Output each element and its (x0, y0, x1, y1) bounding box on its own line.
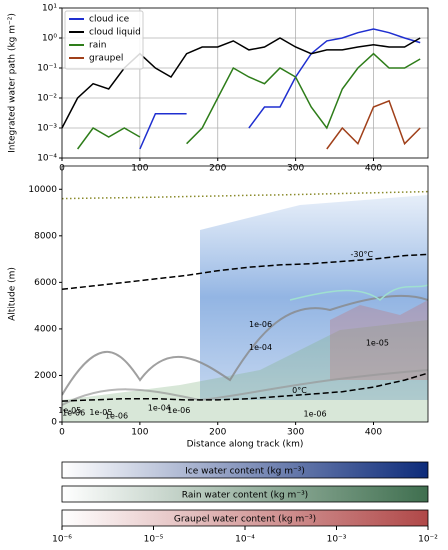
series-line (248, 28, 421, 129)
x-tick-label: 0 (59, 428, 65, 438)
y-axis-label: Altitude (m) (8, 267, 18, 321)
y-tick-label: 6000 (34, 278, 57, 288)
y-axis-label: Integrated water path (kg m⁻²) (8, 13, 18, 153)
annotation: 1e-06 (167, 406, 190, 415)
y-tick-label: 10⁻¹ (37, 64, 57, 74)
series-line (61, 37, 421, 129)
y-tick-label: 10¹ (42, 4, 57, 14)
legend-box (64, 10, 144, 70)
plot-frame (61, 165, 429, 423)
legend-label: rain (89, 41, 106, 51)
y-tick-label: 4000 (34, 324, 57, 334)
y-tick-label: 0 (51, 418, 57, 428)
y-tick-label: 10⁻² (37, 94, 57, 104)
colorbar (61, 461, 429, 479)
y-tick-label: 2000 (34, 371, 57, 381)
x-tick-label: 400 (365, 428, 382, 438)
contour (62, 369, 428, 406)
annotation: 1e-06 (249, 320, 272, 329)
series-line (76, 127, 141, 150)
x-tick-label: 300 (287, 428, 304, 438)
x-tick-label: 400 (365, 164, 382, 174)
ice-field (200, 195, 428, 400)
colorbar-label: Rain water content (kg m⁻³) (182, 491, 308, 501)
series-line (61, 190, 429, 200)
plot-frame (61, 7, 429, 159)
annotation: 1e-06 (62, 409, 85, 418)
x-tick-label: 10⁻⁴ (235, 535, 255, 545)
colorbar-label: Graupel water content (kg m⁻³) (174, 515, 316, 525)
x-tick-label: 300 (287, 164, 304, 174)
rain-field (62, 320, 428, 422)
annotation: 1e-05 (89, 408, 112, 417)
annotation: 1e-05 (58, 406, 81, 415)
x-tick-label: 200 (209, 428, 226, 438)
x-tick-label: 100 (131, 428, 148, 438)
legend-label: cloud ice (89, 15, 130, 25)
series-line (139, 112, 187, 150)
annotation: 1e-04 (249, 343, 272, 352)
annotation: 1e-05 (366, 338, 389, 347)
y-tick-label: 8000 (34, 231, 57, 241)
series-line (186, 52, 421, 145)
colorbar-label: Ice water content (kg m⁻³) (185, 467, 305, 477)
legend-label: graupel (89, 54, 123, 64)
y-tick-label: 10⁻³ (37, 124, 57, 134)
x-tick-label: 10⁻⁵ (144, 535, 164, 545)
legend: cloud ice cloud liquid rain graupel (64, 10, 144, 70)
contour (62, 294, 428, 396)
colorbar (61, 485, 429, 503)
annotation: 1e-04 (148, 404, 171, 413)
water-content-field (62, 195, 428, 422)
annotation: 0°C (292, 386, 307, 395)
y-tick-label: 10000 (28, 185, 57, 195)
graupel-field (330, 300, 428, 380)
x-tick-label: 200 (209, 164, 226, 174)
contour (289, 284, 428, 301)
x-tick-label: 100 (131, 164, 148, 174)
x-tick-label: 10⁻² (418, 535, 438, 545)
x-tick-label: 10⁻³ (327, 535, 347, 545)
y-tick-label: 10⁻⁴ (37, 154, 57, 164)
annotation: 1e-06 (304, 409, 327, 418)
annotation: 1e-06 (105, 412, 128, 421)
x-axis-label: Distance along track (km) (187, 440, 304, 450)
legend-label: cloud liquid (89, 28, 141, 38)
series-line (326, 99, 421, 150)
annotation: -30°C (350, 250, 373, 259)
y-tick-label: 10⁰ (42, 34, 57, 44)
x-tick-label: 10⁻⁶ (52, 535, 72, 545)
